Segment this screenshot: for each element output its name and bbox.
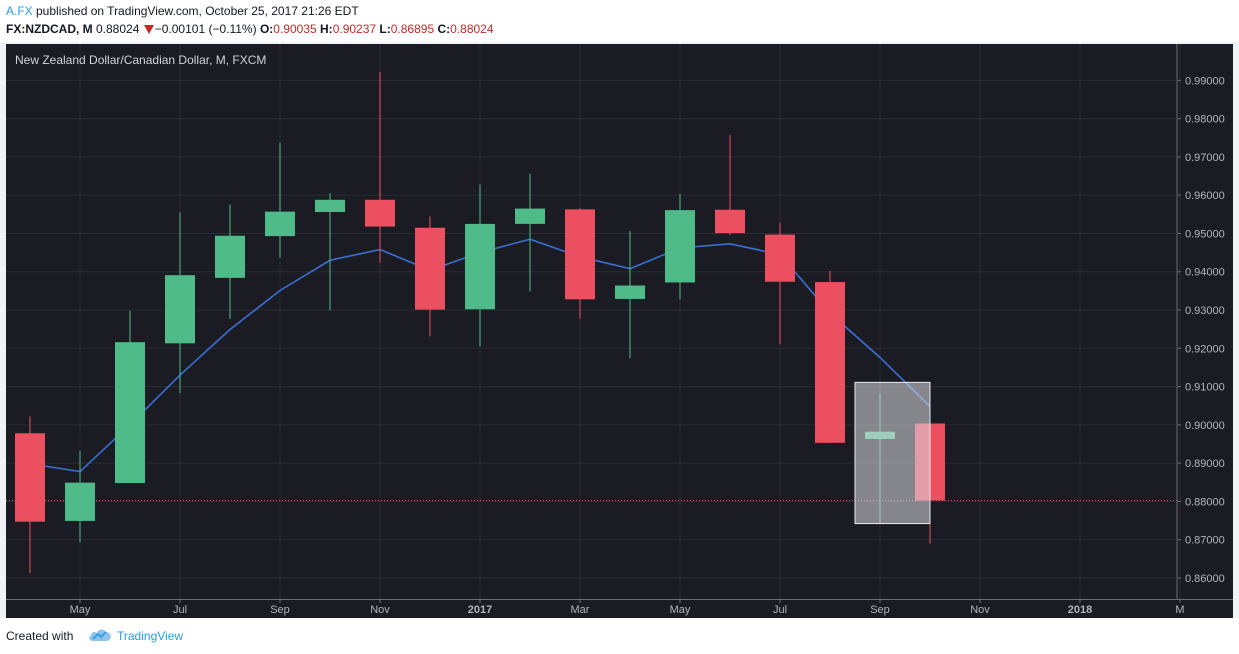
- footer: Created with TradingView: [0, 618, 1239, 654]
- price-change: −0.00101 (−0.11%): [154, 22, 257, 36]
- candle-2016-12: [415, 216, 445, 337]
- x-tick-label: Mar: [571, 604, 590, 616]
- candle-2017-03: [565, 208, 595, 319]
- candle-body: [515, 208, 545, 224]
- low-value: 0.86895: [390, 22, 435, 36]
- candle-2017-01: [465, 184, 495, 347]
- y-tick-label: 0.92000: [1185, 343, 1225, 355]
- candle-2016-08: [215, 204, 245, 319]
- y-tick-label: 0.97000: [1185, 152, 1225, 164]
- candle-2016-10: [315, 193, 345, 311]
- candle-2017-08: [815, 270, 845, 443]
- x-tick-label: May: [70, 604, 91, 616]
- x-tick-label: 2018: [1068, 604, 1092, 616]
- candle-2016-07: [165, 212, 195, 394]
- created-with-text: Created with: [6, 629, 74, 643]
- candle-2017-04: [615, 231, 645, 359]
- candle-2016-09: [265, 142, 295, 258]
- publish-line: A.FX published on TradingView.com, Octob…: [6, 4, 359, 18]
- x-tick-labels: May Jul Sep Nov 2017 Mar May Jul Sep Nov 2018 M: [70, 599, 1185, 616]
- x-tick-label: May: [670, 604, 691, 616]
- candle-body: [665, 210, 695, 283]
- x-tick-label: M: [1175, 604, 1184, 616]
- candle-2016-06: [115, 310, 145, 484]
- candle-2016-11: [365, 71, 395, 263]
- candle-body: [465, 223, 495, 310]
- candle-body: [15, 433, 45, 522]
- candle-2016-04: [15, 416, 45, 573]
- y-tick-label: 0.89000: [1185, 458, 1225, 470]
- high-label: H:: [320, 22, 333, 36]
- ohlc-line: FX:NZDCAD, M 0.88024 −0.00101 (−0.11%) O…: [6, 22, 494, 36]
- candle-2016-05: [65, 450, 95, 543]
- y-tick-label: 0.86000: [1185, 573, 1225, 585]
- y-tick-label: 0.96000: [1185, 190, 1225, 202]
- x-tick-label: Sep: [270, 604, 290, 616]
- close-value: 0.88024: [450, 22, 494, 36]
- candle-body: [215, 235, 245, 278]
- y-tick-label: 0.98000: [1185, 114, 1225, 126]
- candle-body: [165, 275, 195, 344]
- candlestick-chart[interactable]: May Jul Sep Nov 2017 Mar May Jul Sep Nov 2018 M 0.8…: [0, 42, 1239, 618]
- y-tick-label: 0.91000: [1185, 382, 1225, 394]
- x-tick-label: Jul: [173, 604, 187, 616]
- close-label: C:: [437, 22, 451, 36]
- tradingview-cloud-icon: [89, 629, 111, 641]
- y-tick-label: 0.94000: [1185, 267, 1225, 279]
- author-link[interactable]: A.FX: [6, 4, 33, 18]
- plot-background: [6, 44, 1177, 599]
- symbol-label: FX:NZDCAD, M: [6, 22, 93, 36]
- tradingview-link[interactable]: TradingView: [117, 629, 184, 643]
- candle-body: [615, 285, 645, 299]
- candle-2017-02: [515, 173, 545, 292]
- y-tick-label: 0.99000: [1185, 75, 1225, 87]
- highlight-box[interactable]: [854, 381, 931, 525]
- y-tick-label: 0.90000: [1185, 420, 1225, 432]
- x-tick-label: Nov: [970, 604, 990, 616]
- time-axis[interactable]: [6, 599, 1233, 618]
- x-tick-label: Jul: [773, 604, 787, 616]
- candle-body: [265, 211, 295, 237]
- high-value: 0.90237: [332, 22, 377, 36]
- open-value: 0.90035: [273, 22, 317, 36]
- chart-title: New Zealand Dollar/Canadian Dollar, M, F…: [15, 53, 266, 67]
- candle-body: [415, 227, 445, 310]
- candle-body: [815, 282, 845, 443]
- chart-header: A.FX published on TradingView.com, Octob…: [0, 0, 1239, 42]
- candle-body: [765, 234, 795, 282]
- x-tick-label: Nov: [370, 604, 390, 616]
- candle-body: [365, 199, 395, 227]
- candle-2017-05: [665, 194, 695, 300]
- candle-body: [715, 209, 745, 234]
- y-tick-label: 0.95000: [1185, 228, 1225, 240]
- last-price: 0.88024: [96, 22, 140, 36]
- y-tick-label: 0.87000: [1185, 535, 1225, 547]
- open-label: O:: [259, 22, 274, 36]
- price-axis[interactable]: [1177, 44, 1233, 599]
- y-tick-label: 0.88000: [1185, 496, 1225, 508]
- candle-body: [115, 342, 145, 484]
- highlight-rectangle: [854, 381, 931, 525]
- low-label: L:: [379, 22, 391, 36]
- chart-area[interactable]: May Jul Sep Nov 2017 Mar May Jul Sep Nov 2018 M 0.8…: [0, 42, 1239, 618]
- candle-2017-06: [715, 135, 745, 235]
- y-tick-label: 0.93000: [1185, 305, 1225, 317]
- candle-2017-07: [765, 222, 795, 345]
- down-arrow-icon: [143, 25, 154, 34]
- published-text: published on TradingView.com, October 25…: [32, 4, 359, 18]
- y-tick-labels: 0.86000 0.87000 0.88000 0.89000 0.90000 0.910…: [1177, 75, 1225, 585]
- candle-body: [315, 199, 345, 213]
- candle-body: [65, 482, 95, 521]
- x-tick-label: 2017: [468, 604, 492, 616]
- candle-body: [565, 209, 595, 300]
- x-tick-label: Sep: [870, 604, 890, 616]
